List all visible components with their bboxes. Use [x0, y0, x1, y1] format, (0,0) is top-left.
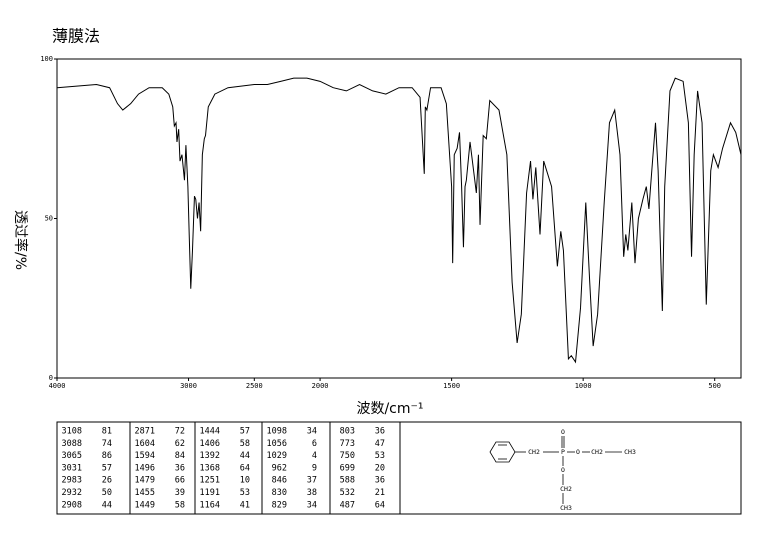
peak-transmittance: 64 — [375, 500, 385, 510]
peak-transmittance: 64 — [240, 463, 250, 473]
peak-transmittance: 66 — [175, 476, 185, 486]
peak-wavenumber: 962 — [272, 463, 287, 473]
peak-wavenumber: 699 — [340, 463, 355, 473]
peak-transmittance: 57 — [240, 427, 250, 437]
peak-wavenumber: 3031 — [62, 463, 82, 473]
peak-wavenumber: 1449 — [135, 500, 155, 510]
peak-wavenumber: 1479 — [135, 476, 155, 486]
peak-wavenumber: 2983 — [62, 476, 82, 486]
x-tick-label: 2000 — [312, 382, 329, 390]
peak-wavenumber: 1406 — [200, 439, 220, 449]
atom: CH3 — [560, 504, 572, 512]
peak-transmittance: 86 — [102, 451, 112, 461]
peak-transmittance: 58 — [175, 500, 185, 510]
structure — [489, 436, 622, 504]
atom: CH2 — [591, 448, 603, 456]
peak-transmittance: 44 — [240, 451, 250, 461]
peak-transmittance: 26 — [102, 476, 112, 486]
table-dividers — [129, 422, 401, 514]
peak-transmittance: 36 — [375, 427, 385, 437]
peak-wavenumber: 487 — [340, 500, 355, 510]
peak-wavenumber: 1164 — [200, 500, 220, 510]
peak-transmittance: 62 — [175, 439, 185, 449]
chart-title: 薄膜法 — [52, 27, 100, 46]
peak-transmittance: 21 — [375, 488, 385, 498]
peak-wavenumber: 1368 — [200, 463, 220, 473]
x-tick-label: 4000 — [49, 382, 66, 390]
y-tick-label: 0 — [49, 374, 53, 382]
peak-wavenumber: 1191 — [200, 488, 220, 498]
peak-transmittance: 34 — [307, 427, 317, 437]
peak-wavenumber: 588 — [340, 476, 355, 486]
peak-wavenumber: 1251 — [200, 476, 220, 486]
peak-transmittance: 57 — [102, 463, 112, 473]
peak-transmittance: 41 — [240, 500, 250, 510]
peak-wavenumber: 1496 — [135, 463, 155, 473]
x-tick-label: 1000 — [575, 382, 592, 390]
peak-wavenumber: 846 — [272, 476, 287, 486]
peak-wavenumber: 3088 — [62, 439, 82, 449]
table-frame — [56, 421, 742, 515]
atom: O — [576, 448, 580, 456]
atom: O — [561, 428, 565, 436]
peak-transmittance: 74 — [102, 439, 112, 449]
peak-wavenumber: 1455 — [135, 488, 155, 498]
peak-transmittance: 44 — [102, 500, 112, 510]
peak-transmittance: 34 — [307, 500, 317, 510]
peak-transmittance: 4 — [312, 451, 317, 461]
x-tick-label: 3000 — [180, 382, 197, 390]
peak-wavenumber: 1029 — [267, 451, 287, 461]
peak-wavenumber: 1594 — [135, 451, 155, 461]
peak-transmittance: 9 — [312, 463, 317, 473]
peak-wavenumber: 2932 — [62, 488, 82, 498]
peak-wavenumber: 1392 — [200, 451, 220, 461]
peak-transmittance: 20 — [375, 463, 385, 473]
peak-wavenumber: 1056 — [267, 439, 287, 449]
peak-wavenumber: 830 — [272, 488, 287, 498]
peak-wavenumber: 532 — [340, 488, 355, 498]
peak-transmittance: 39 — [175, 488, 185, 498]
peak-transmittance: 10 — [240, 476, 250, 486]
peak-wavenumber: 3108 — [62, 427, 82, 437]
atom: CH2 — [560, 485, 572, 493]
peak-transmittance: 37 — [307, 476, 317, 486]
peak-transmittance: 72 — [175, 427, 185, 437]
y-tick-label: 50 — [45, 215, 53, 223]
peak-transmittance: 84 — [175, 451, 185, 461]
atom: P — [561, 448, 565, 456]
spectrum-line — [56, 77, 742, 364]
atom: CH3 — [624, 448, 636, 456]
peak-wavenumber: 2871 — [135, 427, 155, 437]
peak-transmittance: 36 — [175, 463, 185, 473]
x-tick-label: 2500 — [246, 382, 263, 390]
atom: O — [561, 466, 565, 474]
peak-wavenumber: 1444 — [200, 427, 220, 437]
peak-wavenumber: 803 — [340, 427, 355, 437]
peak-wavenumber: 1604 — [135, 439, 155, 449]
peak-transmittance: 47 — [375, 439, 385, 449]
peak-transmittance: 38 — [307, 488, 317, 498]
peak-transmittance: 81 — [102, 427, 112, 437]
peak-wavenumber: 773 — [340, 439, 355, 449]
peak-transmittance: 50 — [102, 488, 112, 498]
peak-transmittance: 53 — [240, 488, 250, 498]
x-tick-label: 1500 — [443, 382, 460, 390]
peak-wavenumber: 1098 — [267, 427, 287, 437]
peak-wavenumber: 2908 — [62, 500, 82, 510]
y-tick-label: 100 — [40, 55, 53, 63]
peak-transmittance: 58 — [240, 439, 250, 449]
x-tick-label: 500 — [708, 382, 721, 390]
x-axis-label: 波数/cm⁻¹ — [356, 401, 423, 417]
peak-wavenumber: 3065 — [62, 451, 82, 461]
peak-wavenumber: 750 — [340, 451, 355, 461]
atom: CH2 — [528, 448, 540, 456]
peak-transmittance: 53 — [375, 451, 385, 461]
peak-wavenumber: 829 — [272, 500, 287, 510]
y-axis-label: 透过率/% — [12, 210, 29, 270]
peak-transmittance: 6 — [312, 439, 317, 449]
peak-transmittance: 36 — [375, 476, 385, 486]
